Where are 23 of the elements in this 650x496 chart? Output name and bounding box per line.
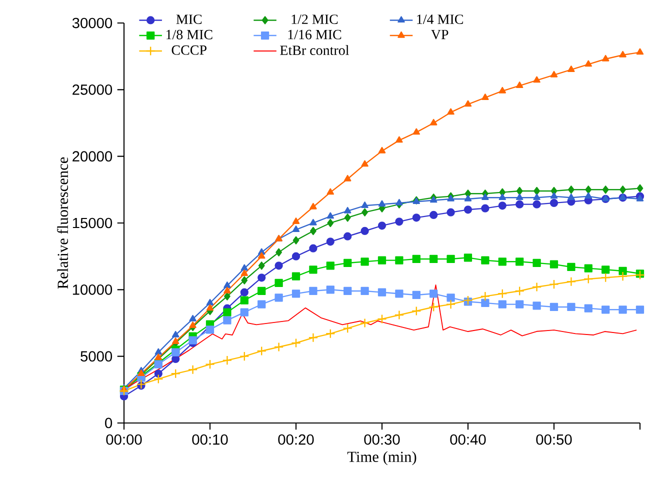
y-axis-title: Relative fluorescence	[57, 157, 68, 289]
x-tick-label: 00:50	[536, 434, 572, 445]
x-tick-label: 00:00	[106, 434, 142, 445]
y-tick-label: 25000	[72, 84, 112, 95]
legend-label: MIC	[176, 14, 202, 24]
x-tick-label: 00:40	[450, 434, 486, 445]
legend-label: VP	[431, 30, 448, 40]
y-tick-label: 10000	[72, 284, 112, 295]
x-tick-label: 00:10	[192, 434, 228, 445]
y-tick-label: 0	[105, 418, 112, 428]
x-tick-label: 00:30	[364, 434, 400, 445]
x-axis-title: Time (min)	[347, 451, 416, 466]
y-tick-label: 15000	[72, 218, 112, 228]
y-tick-label: 20000	[72, 151, 112, 162]
legend-label: 1/2 MIC	[292, 14, 338, 24]
x-tick-label: 00:20	[278, 434, 314, 445]
y-tick-label: 5000	[80, 351, 112, 362]
y-tick-label: 30000	[72, 18, 112, 28]
legend-label: EtBr control	[280, 45, 349, 56]
legend-label: 1/8 MIC	[166, 30, 212, 40]
legend-label: 1/16 MIC	[288, 30, 342, 40]
legend-label: 1/4 MIC	[417, 14, 463, 24]
legend-label: CCCP	[172, 45, 206, 55]
